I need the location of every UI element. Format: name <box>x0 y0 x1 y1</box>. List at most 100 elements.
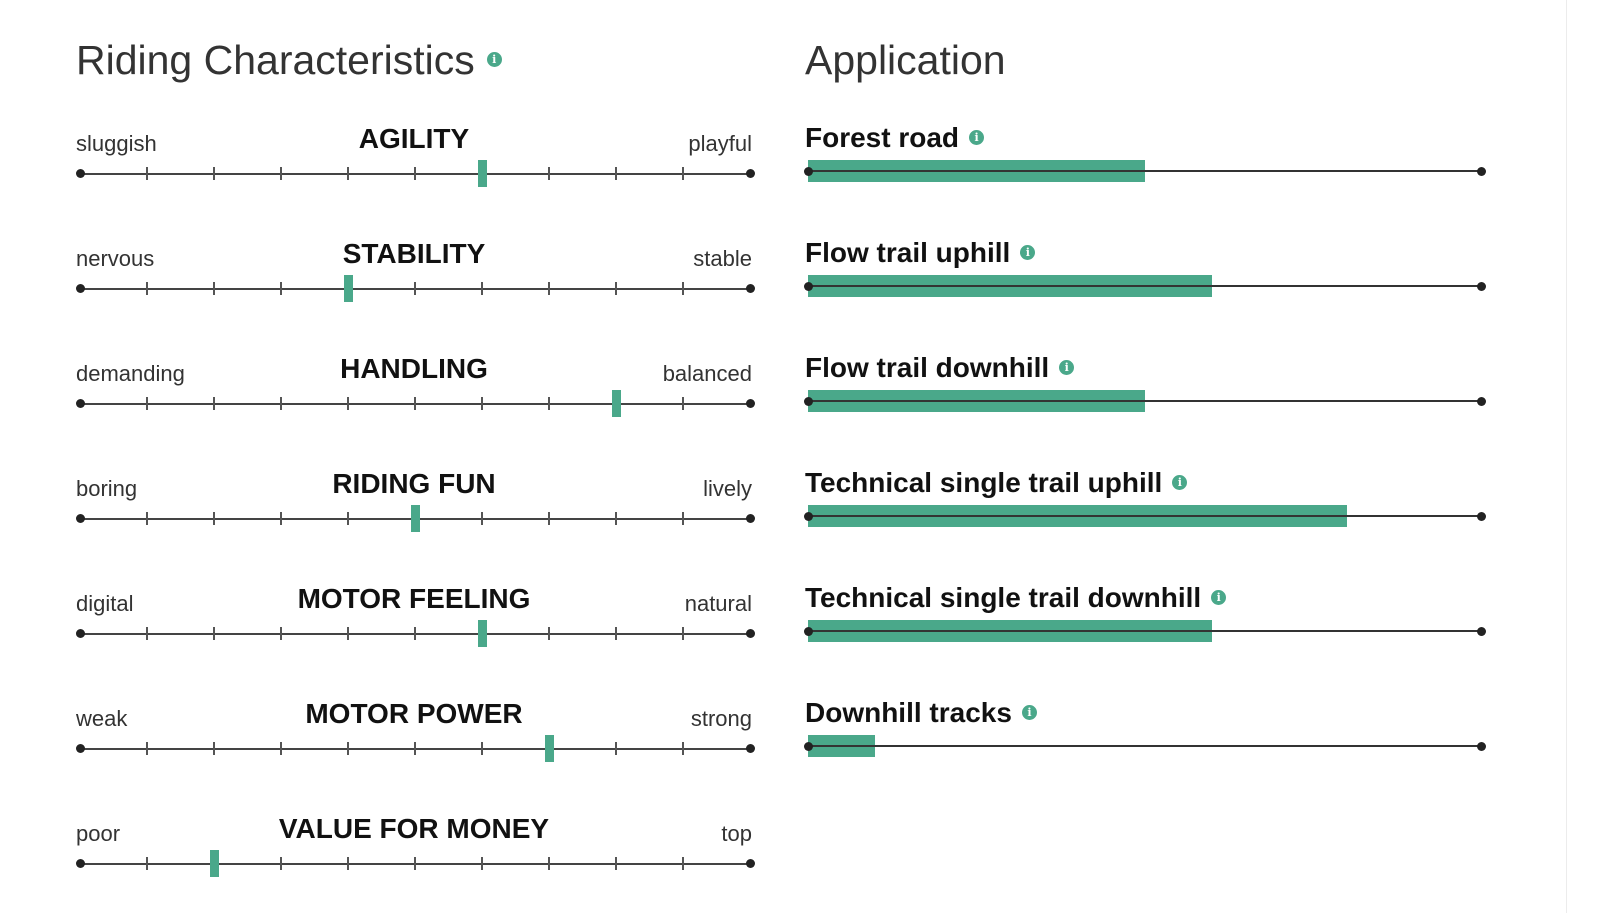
info-icon[interactable]: i <box>1211 590 1227 606</box>
scale-tick <box>414 167 416 180</box>
application-label-text: Technical single trail uphill <box>805 467 1163 498</box>
scale-end-dot <box>745 629 755 638</box>
scale-tick <box>615 857 617 870</box>
riding-characteristics-title-text: Riding Characteristics <box>76 37 475 83</box>
info-icon[interactable]: i <box>969 130 985 146</box>
characteristic-high-label: strong <box>690 706 752 731</box>
scale-end-dot <box>75 629 85 638</box>
application-bar <box>804 620 1486 642</box>
bar-end-dot <box>1477 627 1486 636</box>
characteristic-row: boring RIDING FUN lively <box>75 458 755 548</box>
scale-tick <box>481 282 483 295</box>
scale-end-dot <box>75 399 85 408</box>
application-bar-line <box>808 630 1482 632</box>
application-bar <box>804 160 1486 182</box>
scale-tick <box>213 167 215 180</box>
riding-characteristics-title: Riding Characteristics i <box>76 40 502 81</box>
characteristic-name: HANDLING <box>340 353 488 384</box>
scale-tick <box>682 627 684 640</box>
characteristic-low-label: digital <box>76 591 134 616</box>
scale-tick <box>146 857 148 870</box>
application-label: Flow trail uphill i <box>805 239 1036 267</box>
scale-tick <box>615 512 617 525</box>
bar-end-dot <box>1477 167 1486 176</box>
info-icon[interactable]: i <box>1059 360 1075 376</box>
scale-tick <box>414 742 416 755</box>
scale-tick <box>481 397 483 410</box>
scale-tick <box>280 397 282 410</box>
application-label-text: Flow trail downhill <box>805 352 1050 383</box>
characteristic-name: MOTOR FEELING <box>297 583 531 614</box>
characteristic-low-label: poor <box>76 821 121 846</box>
characteristic-scale <box>75 273 755 303</box>
characteristic-low-label: nervous <box>76 246 155 271</box>
application-bar <box>804 505 1486 527</box>
characteristic-scale <box>75 503 755 533</box>
application-label: Downhill tracks i <box>805 699 1037 727</box>
scale-tick <box>414 397 416 410</box>
info-icon[interactable]: i <box>1021 705 1037 721</box>
scale-tick <box>146 627 148 640</box>
scale-end-dot <box>745 744 755 753</box>
characteristic-scale <box>75 158 755 188</box>
characteristic-row: digital MOTOR FEELING natural <box>75 573 755 663</box>
scale-tick <box>682 167 684 180</box>
characteristic-high-label: top <box>721 821 752 846</box>
scale-end-dot <box>745 399 755 408</box>
scale-tick <box>213 512 215 525</box>
scale-tick <box>615 167 617 180</box>
scale-tick <box>280 167 282 180</box>
application-label-text: Forest road <box>805 122 960 153</box>
scale-end-dot <box>745 859 755 868</box>
bar-start-dot <box>804 512 813 521</box>
scale-tick <box>146 512 148 525</box>
application-bar-line <box>808 745 1482 747</box>
scale-tick <box>548 512 550 525</box>
application-row: Flow trail uphill i <box>804 228 1486 318</box>
scale-end-dot <box>745 284 755 293</box>
application-bar-line <box>808 285 1482 287</box>
application-bar <box>804 735 1486 757</box>
scale-tick <box>347 857 349 870</box>
characteristic-row: sluggish AGILITY playful <box>75 113 755 203</box>
application-label: Flow trail downhill i <box>805 352 1075 383</box>
info-icon[interactable]: i <box>486 51 502 67</box>
bar-start-dot <box>804 282 813 291</box>
scale-tick <box>280 627 282 640</box>
application-title: Application <box>805 37 1006 83</box>
info-icon[interactable]: i <box>1172 475 1188 491</box>
application-bar-line <box>808 400 1482 402</box>
scale-tick <box>280 742 282 755</box>
characteristic-scale <box>75 733 755 763</box>
characteristic-name: VALUE FOR MONEY <box>278 813 550 844</box>
scale-end-dot <box>75 514 85 523</box>
scale-tick <box>280 857 282 870</box>
application-bar-line <box>808 515 1482 517</box>
scale-end-dot <box>75 169 85 178</box>
scale-tick <box>280 512 282 525</box>
scale-tick <box>682 857 684 870</box>
bar-end-dot <box>1477 282 1486 291</box>
scale-marker <box>477 620 487 647</box>
bar-end-dot <box>1477 512 1486 521</box>
characteristic-high-label: balanced <box>662 361 752 386</box>
application-bar <box>804 275 1486 297</box>
scale-marker <box>477 160 487 187</box>
scale-marker <box>544 735 554 762</box>
scale-tick <box>682 512 684 525</box>
scale-end-dot <box>745 169 755 178</box>
scale-tick <box>548 627 550 640</box>
scale-tick <box>146 742 148 755</box>
scale-tick <box>481 742 483 755</box>
application-bar <box>804 390 1486 412</box>
characteristic-low-label: boring <box>76 476 138 501</box>
page-edge-divider <box>1566 0 1567 913</box>
info-icon[interactable]: i <box>1020 245 1036 261</box>
characteristic-row: weak MOTOR POWER strong <box>75 688 755 778</box>
scale-tick <box>615 282 617 295</box>
scale-tick <box>548 282 550 295</box>
scale-end-dot <box>75 859 85 868</box>
scale-marker <box>611 390 621 417</box>
scale-tick <box>481 857 483 870</box>
scale-tick <box>146 167 148 180</box>
